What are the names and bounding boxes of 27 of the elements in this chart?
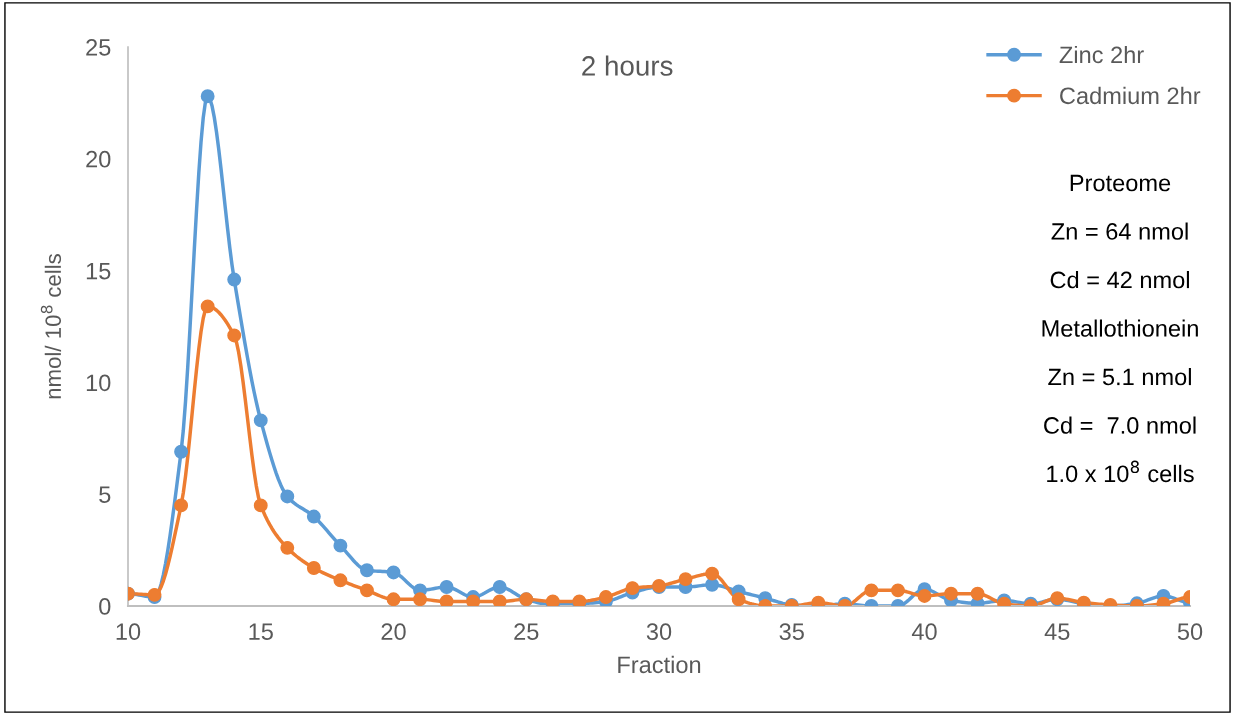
x-tick-label: 45 (1044, 623, 1070, 641)
annotation: Cd = 42 nmol (1050, 271, 1189, 289)
y-axis-title: nmol/ 10$^{8}$ cells (40, 254, 62, 399)
x-tick-label: 50 (1177, 623, 1203, 641)
annotation: 1.0 x 10$^{8}$ cells (1047, 460, 1194, 483)
x-tick-label: 25 (514, 623, 539, 641)
annotation: Proteome (1070, 174, 1171, 192)
annotation: Zn = 64 nmol (1051, 222, 1188, 240)
x-tick-label: 15 (249, 623, 273, 641)
x-tick-label: 30 (646, 623, 672, 641)
annotation: Cd = 7.0 nmol (1044, 416, 1196, 434)
y-tick-label: 15 (86, 262, 111, 280)
x-tick-label: 10 (116, 623, 141, 641)
y-tick-label: 10 (86, 374, 111, 392)
chart-title: 2 hours (582, 55, 673, 76)
legend-label: Cadmium 2hr (1060, 86, 1201, 105)
x-axis-title: Fraction (618, 655, 701, 674)
y-tick-label: 0 (99, 598, 111, 615)
x-tick-label: 40 (911, 623, 937, 641)
y-tick-label: 20 (86, 150, 111, 168)
x-tick-label: 35 (779, 623, 804, 641)
annotation: Metallothionein (1042, 319, 1198, 337)
legend-label: Zinc 2hr (1059, 45, 1144, 64)
x-tick-label: 20 (381, 623, 406, 641)
y-tick-label: 25 (86, 39, 111, 56)
y-tick-label: 5 (99, 486, 111, 503)
annotation: Zn = 5.1 nmol (1048, 367, 1191, 386)
